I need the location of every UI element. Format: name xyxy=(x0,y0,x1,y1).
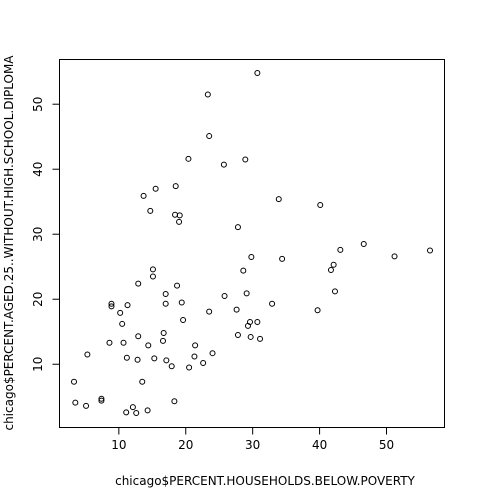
data-point xyxy=(176,218,183,225)
x-tick-label: 40 xyxy=(312,438,327,452)
y-tick-label: 30 xyxy=(31,227,45,242)
data-point xyxy=(108,303,115,310)
data-points xyxy=(71,70,433,416)
data-point xyxy=(123,409,130,416)
data-point xyxy=(186,364,193,371)
data-point xyxy=(83,402,90,409)
y-tick-label: 40 xyxy=(31,162,45,177)
data-point xyxy=(240,267,247,274)
data-point xyxy=(242,156,249,163)
data-point xyxy=(279,255,286,262)
data-point xyxy=(178,299,185,306)
data-point xyxy=(269,300,276,307)
data-point xyxy=(220,161,227,168)
data-point xyxy=(172,211,179,218)
data-point xyxy=(117,309,124,316)
data-point xyxy=(243,290,250,297)
data-point xyxy=(160,337,166,344)
data-point xyxy=(84,351,91,358)
data-point xyxy=(180,317,187,324)
data-point xyxy=(160,330,167,337)
data-point xyxy=(206,308,213,315)
data-point xyxy=(337,246,344,253)
data-point xyxy=(106,339,113,346)
x-tick-label: 20 xyxy=(178,438,193,452)
data-point xyxy=(108,300,115,307)
x-tick-label: 10 xyxy=(111,438,126,452)
data-point xyxy=(314,307,321,314)
data-point xyxy=(275,196,282,203)
data-point xyxy=(257,335,264,342)
x-tick-label: 30 xyxy=(245,438,260,452)
data-point xyxy=(144,407,151,414)
data-point xyxy=(168,363,175,370)
data-point xyxy=(129,404,136,411)
plot-frame xyxy=(59,59,445,428)
data-point xyxy=(172,183,179,190)
data-point xyxy=(427,247,433,254)
data-point xyxy=(330,261,337,268)
data-point xyxy=(163,357,170,364)
data-point xyxy=(162,300,169,307)
data-point xyxy=(204,91,211,98)
data-point xyxy=(247,333,254,340)
data-point xyxy=(248,253,255,260)
data-point xyxy=(151,355,158,362)
data-point xyxy=(254,70,261,76)
data-point xyxy=(209,350,216,357)
data-point xyxy=(360,240,367,247)
data-point xyxy=(176,212,183,219)
data-point xyxy=(331,288,338,295)
data-point xyxy=(71,378,77,385)
data-point xyxy=(140,192,147,199)
data-point xyxy=(234,224,241,231)
data-point xyxy=(135,333,142,340)
data-point xyxy=(192,342,199,349)
data-point xyxy=(246,318,253,325)
data-point xyxy=(135,280,142,287)
data-point xyxy=(120,339,127,346)
y-tick-label: 20 xyxy=(31,292,45,307)
data-point xyxy=(72,399,79,406)
y-tick-label: 50 xyxy=(31,97,45,112)
data-point xyxy=(171,398,178,405)
data-point xyxy=(391,253,398,260)
data-point xyxy=(317,201,324,208)
data-point xyxy=(221,292,228,299)
data-point xyxy=(327,266,334,273)
data-point xyxy=(191,353,198,360)
x-axis-title: chicago$PERCENT.HOUSEHOLDS.BELOW.POVERTY xyxy=(115,474,415,488)
y-tick-label: 10 xyxy=(31,357,45,372)
data-point xyxy=(123,354,130,361)
data-point xyxy=(233,306,240,313)
data-point xyxy=(234,331,241,338)
data-point xyxy=(145,342,152,349)
x-axis: 10 20 30 40 50 xyxy=(111,427,394,452)
data-point xyxy=(254,318,261,325)
data-point xyxy=(134,356,141,363)
data-point xyxy=(149,266,156,273)
y-axis: 10 20 30 40 50 xyxy=(31,97,60,372)
y-axis-title: chicago$PERCENT.AGED.25..WITHOUT.HIGH.SC… xyxy=(2,55,16,431)
data-point xyxy=(200,359,207,366)
data-point xyxy=(119,320,126,327)
data-point xyxy=(139,378,146,385)
data-point xyxy=(185,155,192,162)
data-point xyxy=(98,397,105,404)
data-point xyxy=(149,273,156,280)
data-point xyxy=(124,302,131,309)
data-point xyxy=(162,291,169,298)
data-point xyxy=(174,282,181,289)
data-point xyxy=(147,207,154,214)
data-point xyxy=(206,133,213,140)
data-point xyxy=(133,410,140,416)
data-point xyxy=(152,185,159,192)
x-tick-label: 50 xyxy=(379,438,394,452)
data-point xyxy=(98,395,105,402)
